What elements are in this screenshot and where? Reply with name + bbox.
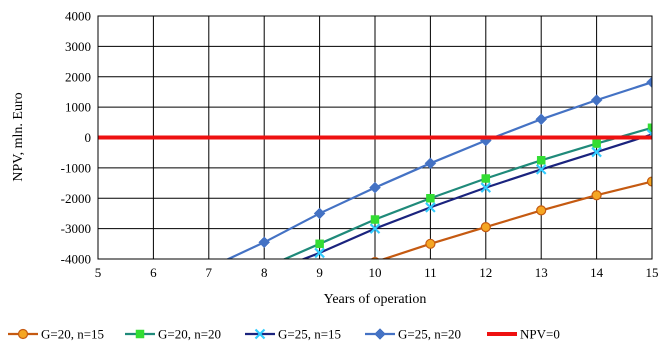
marker-stroke [425,202,436,213]
data-point [424,157,437,170]
x-tick-label: 5 [95,265,102,280]
data-point [369,181,381,194]
marker-stroke [480,182,492,193]
data-point [536,205,547,216]
x-tick-label: 11 [424,265,437,280]
series-line [380,180,652,259]
data-point [591,146,602,158]
marker-stroke [314,247,325,259]
data-point [425,202,436,213]
data-point [425,238,436,249]
x-tick-label: 6 [150,265,157,280]
legend-marker [254,328,266,340]
y-tick-label: -3000 [61,221,91,236]
legend-marker [374,328,386,340]
x-tick-label: 10 [369,265,382,280]
data-point [646,176,652,187]
x-tick-labels: 5 6 7 8 9 10 11 12 13 14 15 [95,265,659,280]
y-tick-label: 4000 [65,9,91,24]
series-group [98,76,652,259]
marker-stroke [535,164,547,175]
y-tick-label: -2000 [61,191,91,206]
legend-label: G=25, n=20 [398,327,461,342]
legend-item: G=20, n=20 [125,327,221,342]
x-tick-label: 13 [535,265,548,280]
data-point [535,113,548,126]
series-line [282,126,652,259]
data-point [313,207,326,220]
legend-marker [135,329,145,339]
series-1 [370,176,652,259]
data-point [592,139,601,148]
y-tick-label: 1000 [65,100,91,115]
x-tick-label: 14 [590,265,604,280]
legend-marker [17,328,29,340]
legend-label: G=20, n=15 [41,327,104,342]
marker-stroke [646,129,652,137]
y-tick-label: -4000 [61,252,91,267]
marker-stroke [254,328,266,340]
data-point [370,215,380,224]
plot-frame [97,15,653,260]
data-point [426,194,435,203]
x-tick-label: 12 [479,265,492,280]
legend-label: NPV=0 [520,327,560,342]
y-tick-label: 2000 [65,69,91,84]
series-3 [300,129,652,259]
x-tick-label: 7 [206,265,213,280]
data-point [315,239,324,249]
y-axis-title: NPV, mln. Euro [11,92,26,181]
series-line [300,133,652,259]
x-tick-label: 15 [646,265,659,280]
data-point [646,76,652,89]
y-tick-label: -1000 [61,160,91,175]
data-point [481,174,491,183]
legend-item: G=25, n=20 [365,327,461,342]
marker-stroke [369,223,381,234]
legend: G=20, n=15 G=20, n=20 G=25, n=15 G=25, n=20… [8,327,560,342]
y-tick-label: 0 [85,130,92,145]
data-point [314,247,325,259]
data-point [590,94,603,106]
legend-label: G=20, n=20 [158,327,221,342]
data-point [591,190,602,201]
data-point [258,236,271,249]
legend-item: NPV=0 [487,327,560,342]
x-tick-label: 9 [316,265,323,280]
data-point [480,182,492,193]
data-point [647,123,652,133]
data-point [536,156,546,165]
legend-label: G=25, n=15 [278,327,341,342]
data-point [535,164,547,175]
legend-item: G=25, n=15 [245,327,341,342]
legend-item: G=20, n=15 [8,327,104,342]
marker-stroke [591,146,602,158]
x-axis-title: Years of operation [324,292,427,307]
x-tick-label: 8 [261,265,268,280]
data-point [480,222,491,233]
series-2 [282,123,652,259]
y-tick-labels: -4000 -3000 -2000 -1000 0 1000 2000 3000 4000 [61,9,91,267]
y-tick-label: 3000 [65,39,91,54]
data-point [369,223,381,234]
